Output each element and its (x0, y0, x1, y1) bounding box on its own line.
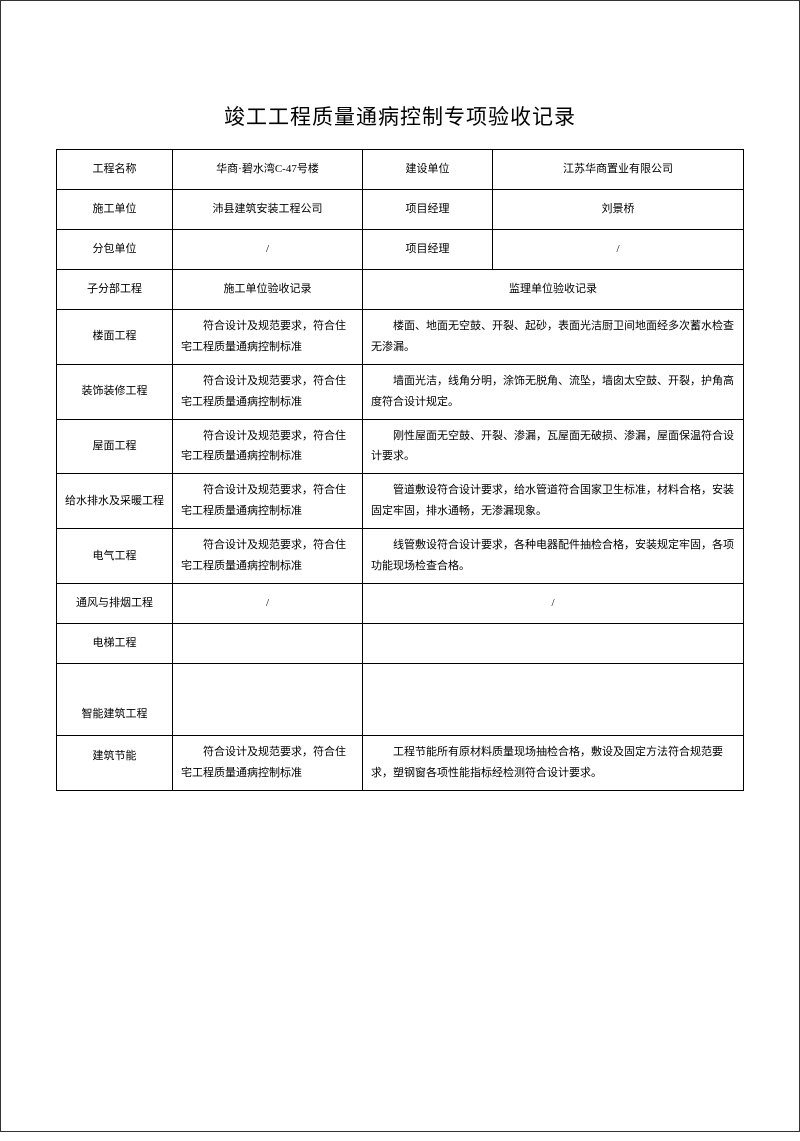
row-label: 屋面工程 (57, 419, 173, 474)
header-row-3: 分包单位 / 项目经理 / (57, 230, 744, 270)
contractor-record-label: 施工单位验收记录 (173, 270, 363, 310)
table-row: 屋面工程 符合设计及规范要求，符合住宅工程质量通病控制标准 刚性屋面无空鼓、开裂… (57, 419, 744, 474)
contractor-record: / (173, 583, 363, 623)
table-row: 建筑节能 符合设计及规范要求，符合住宅工程质量通病控制标准 工程节能所有原材料质… (57, 735, 744, 790)
contractor-record: 符合设计及规范要求，符合住宅工程质量通病控制标准 (173, 364, 363, 419)
row-label: 电梯工程 (57, 623, 173, 663)
subcontractor-label: 分包单位 (57, 230, 173, 270)
row-label: 建筑节能 (57, 735, 173, 790)
header-row-2: 施工单位 沛县建筑安装工程公司 项目经理 刘景桥 (57, 190, 744, 230)
contractor-record (173, 663, 363, 735)
table-row: 智能建筑工程 (57, 663, 744, 735)
pm-label-2: 项目经理 (363, 230, 493, 270)
supervisor-record-label: 监理单位验收记录 (363, 270, 744, 310)
supervisor-record: 线管敷设符合设计要求，各种电器配件抽检合格，安装规定牢固，各项功能现场检查合格。 (363, 529, 744, 584)
supervisor-record: 楼面、地面无空鼓、开裂、起砂，表面光洁厨卫间地面经多次蓄水检查无渗漏。 (363, 310, 744, 365)
supervisor-record: 工程节能所有原材料质量现场抽检合格，敷设及固定方法符合规范要求，塑钢窗各项性能指… (363, 735, 744, 790)
owner-value: 江苏华商置业有限公司 (493, 150, 744, 190)
supervisor-record (363, 663, 744, 735)
row-label: 给水排水及采暖工程 (57, 474, 173, 529)
contractor-record: 符合设计及规范要求，符合住宅工程质量通病控制标准 (173, 419, 363, 474)
subcontractor-value: / (173, 230, 363, 270)
supervisor-record: 管道敷设符合设计要求，给水管道符合国家卫生标准，材料合格，安装固定牢固，排水通畅… (363, 474, 744, 529)
project-name-value: 华商·碧水湾C-47号楼 (173, 150, 363, 190)
contractor-record: 符合设计及规范要求，符合住宅工程质量通病控制标准 (173, 529, 363, 584)
contractor-record: 符合设计及规范要求，符合住宅工程质量通病控制标准 (173, 735, 363, 790)
table-row: 楼面工程 符合设计及规范要求，符合住宅工程质量通病控制标准 楼面、地面无空鼓、开… (57, 310, 744, 365)
inspection-table: 工程名称 华商·碧水湾C-47号楼 建设单位 江苏华商置业有限公司 施工单位 沛… (56, 149, 744, 791)
row-label: 智能建筑工程 (57, 663, 173, 735)
table-row: 给水排水及采暖工程 符合设计及规范要求，符合住宅工程质量通病控制标准 管道敷设符… (57, 474, 744, 529)
pm-value-1: 刘景桥 (493, 190, 744, 230)
table-row: 电气工程 符合设计及规范要求，符合住宅工程质量通病控制标准 线管敷设符合设计要求… (57, 529, 744, 584)
row-label: 电气工程 (57, 529, 173, 584)
supervisor-record: 刚性屋面无空鼓、开裂、渗漏，瓦屋面无破损、渗漏，屋面保温符合设计要求。 (363, 419, 744, 474)
owner-label: 建设单位 (363, 150, 493, 190)
table-row: 装饰装修工程 符合设计及规范要求，符合住宅工程质量通病控制标准 墙面光洁，线角分… (57, 364, 744, 419)
supervisor-record: / (363, 583, 744, 623)
project-name-label: 工程名称 (57, 150, 173, 190)
header-row-4: 子分部工程 施工单位验收记录 监理单位验收记录 (57, 270, 744, 310)
row-label: 通风与排烟工程 (57, 583, 173, 623)
page-title: 竣工工程质量通病控制专项验收记录 (56, 101, 744, 131)
pm-label-1: 项目经理 (363, 190, 493, 230)
row-label: 楼面工程 (57, 310, 173, 365)
contractor-record: 符合设计及规范要求，符合住宅工程质量通病控制标准 (173, 474, 363, 529)
contractor-record: 符合设计及规范要求，符合住宅工程质量通病控制标准 (173, 310, 363, 365)
contractor-value: 沛县建筑安装工程公司 (173, 190, 363, 230)
subsection-label: 子分部工程 (57, 270, 173, 310)
row-label: 装饰装修工程 (57, 364, 173, 419)
table-row: 电梯工程 (57, 623, 744, 663)
supervisor-record (363, 623, 744, 663)
pm-value-2: / (493, 230, 744, 270)
supervisor-record: 墙面光洁，线角分明，涂饰无脱角、流坠，墙囱太空鼓、开裂，护角高度符合设计规定。 (363, 364, 744, 419)
header-row-1: 工程名称 华商·碧水湾C-47号楼 建设单位 江苏华商置业有限公司 (57, 150, 744, 190)
contractor-record (173, 623, 363, 663)
contractor-label: 施工单位 (57, 190, 173, 230)
table-row: 通风与排烟工程 / / (57, 583, 744, 623)
